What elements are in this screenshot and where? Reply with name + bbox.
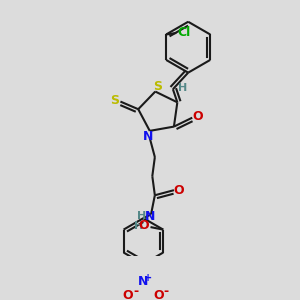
Text: O: O [153,289,164,300]
Text: -: - [164,285,169,298]
Text: Cl: Cl [177,26,190,39]
Text: +: + [144,274,152,284]
Text: N: N [143,130,154,143]
Text: N: N [138,275,148,288]
Text: S: S [153,80,162,93]
Text: H: H [137,212,147,221]
Text: O: O [139,219,149,232]
Text: -: - [133,285,138,298]
Text: H: H [134,221,143,231]
Text: O: O [174,184,184,197]
Text: S: S [110,94,119,107]
Text: N: N [145,210,155,223]
Text: O: O [123,289,134,300]
Text: H: H [178,83,188,93]
Text: O: O [192,110,203,123]
